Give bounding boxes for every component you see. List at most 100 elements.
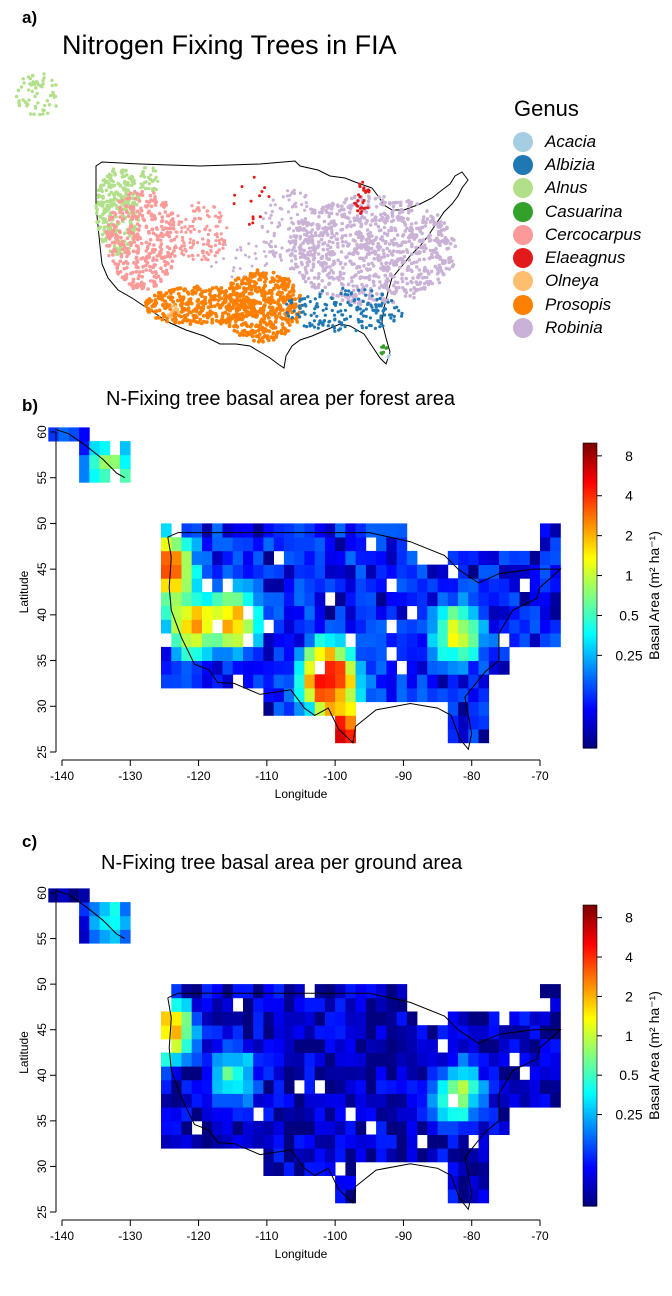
heatmap-cell (283, 619, 295, 634)
occurrence-point (250, 334, 255, 339)
occurrence-point (383, 200, 387, 205)
occurrence-point (317, 282, 321, 287)
occurrence-point (331, 292, 335, 297)
occurrence-point (322, 219, 327, 224)
colorbar-step (583, 648, 597, 652)
heatmap-cell (294, 1120, 305, 1135)
occurrence-point (226, 312, 231, 317)
heatmap-cell (171, 605, 182, 620)
heatmap-cell (519, 1038, 531, 1053)
heatmap-cell (447, 1175, 459, 1190)
heatmap-cell (243, 578, 254, 593)
occurrence-point (225, 307, 230, 312)
colorbar-step (583, 460, 597, 464)
occurrence-point (154, 316, 159, 320)
heatmap-cell (406, 1120, 418, 1135)
colorbar-step (583, 498, 597, 502)
occurrence-point (94, 203, 98, 208)
heatmap-cell (161, 564, 172, 579)
heatmap-cell (458, 688, 469, 703)
occurrence-point (171, 299, 176, 304)
heatmap-cell (202, 660, 213, 675)
heatmap-cell (458, 550, 469, 565)
heatmap-cell (181, 619, 193, 634)
occurrence-point (261, 326, 265, 331)
occurrence-point (54, 83, 58, 87)
occurrence-point (276, 279, 280, 284)
occurrence-point (125, 196, 129, 201)
occurrence-point (102, 178, 107, 182)
occurrence-point (340, 323, 344, 327)
heatmap-cell (488, 1079, 500, 1094)
occurrence-point (199, 321, 204, 326)
occurrence-point (188, 241, 192, 245)
occurrence-point (277, 290, 281, 295)
occurrence-point (290, 205, 295, 209)
occurrence-point (308, 300, 312, 304)
heatmap-cell (406, 1066, 418, 1081)
occurrence-point (265, 328, 269, 333)
heatmap-cell (468, 1038, 479, 1053)
x-axis-title: Longitude (275, 787, 328, 801)
occurrence-point (362, 186, 366, 190)
heatmap-cell (488, 1025, 500, 1040)
heatmap-cell (335, 1175, 346, 1190)
heatmap-cell (314, 1038, 326, 1053)
x-tick-label: -70 (531, 769, 549, 783)
occurrence-point (129, 224, 133, 228)
occurrence-point (108, 243, 112, 248)
occurrence-point (340, 298, 345, 302)
colorbar-step (583, 684, 597, 688)
colorbar-step (583, 557, 597, 561)
heatmap-cell (181, 537, 193, 552)
heatmap-cell (550, 1025, 561, 1040)
heatmap-cell (468, 688, 479, 703)
heatmap-cell (314, 1148, 326, 1163)
heatmap-cell (304, 619, 315, 634)
occurrence-point (144, 303, 148, 308)
occurrence-point (210, 320, 215, 325)
heatmap-cell (212, 1052, 223, 1067)
occurrence-point (291, 190, 295, 194)
heatmap-cell (314, 564, 326, 579)
heatmap-cell (396, 537, 408, 552)
heatmap-cell (222, 1011, 234, 1026)
x-tick-label: -140 (50, 1229, 74, 1243)
heatmap-cell (263, 523, 274, 538)
heatmap-cell (540, 537, 551, 552)
occurrence-point (101, 220, 106, 225)
occurrence-point (230, 299, 235, 304)
occurrence-point (410, 244, 414, 249)
occurrence-point (252, 284, 257, 289)
occurrence-point (115, 234, 120, 239)
heatmap-cell (468, 1011, 479, 1026)
colorbar-step (583, 1128, 597, 1132)
occurrence-point (286, 189, 290, 193)
x-tick-label: -80 (463, 769, 481, 783)
occurrence-point (159, 266, 163, 271)
heatmap-cell (304, 688, 315, 703)
occurrence-point (435, 240, 440, 245)
occurrence-point (43, 103, 47, 108)
occurrence-point (142, 181, 146, 185)
heatmap-cell (488, 1107, 500, 1122)
occurrence-point (150, 217, 154, 222)
heatmap-cell (324, 523, 336, 538)
occurrence-point (197, 216, 201, 220)
occurrence-point (287, 290, 292, 295)
occurrence-point (322, 267, 326, 272)
colorbar-step (583, 1032, 597, 1036)
heatmap-cell (540, 605, 551, 620)
occurrence-point (358, 301, 362, 306)
occurrence-point (310, 246, 314, 250)
occurrence-point (116, 193, 121, 197)
colorbar-step (583, 575, 597, 579)
occurrence-point (348, 259, 352, 263)
occurrence-point (285, 194, 289, 198)
occurrence-point (268, 280, 273, 284)
occurrence-point (265, 262, 269, 266)
heatmap-cell (109, 915, 121, 930)
occurrence-point (227, 302, 232, 307)
occurrence-point (54, 104, 58, 108)
heatmap-cell (458, 1038, 469, 1053)
